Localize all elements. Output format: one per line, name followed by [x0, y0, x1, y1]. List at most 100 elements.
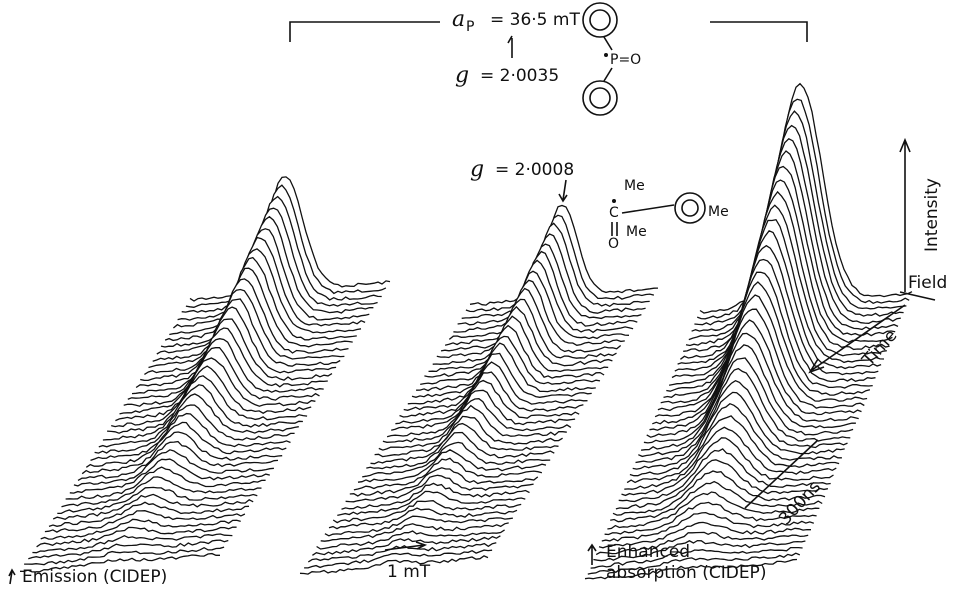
phenyl-ring: [582, 80, 618, 116]
spectrum-trace: [378, 404, 567, 451]
enhanced-label: absorption (CIDEP): [606, 563, 766, 583]
spectrum-trace: [696, 98, 910, 320]
spectrum-trace: [428, 298, 617, 373]
spectrum-trace: [107, 375, 308, 434]
coupling-symbol: a: [452, 7, 465, 32]
spectrum-trace: [28, 539, 229, 560]
g-symbol: g: [470, 157, 484, 182]
spectrum-trace: [448, 250, 638, 340]
spectrum-trace: [44, 510, 246, 533]
spectrum-trace: [660, 271, 873, 404]
spectrum-trace: [395, 371, 584, 425]
spectrum-trace: [185, 184, 387, 308]
arrow: [8, 568, 16, 585]
spectrum-trace: [131, 318, 333, 395]
spectrum-trace: [362, 441, 551, 478]
spectrum-trace: [52, 493, 254, 521]
spectrum-trace: [189, 176, 391, 302]
spectrum-trace: [411, 335, 601, 398]
spectrum-trace: [19, 552, 220, 573]
spectrum-trace: [638, 367, 851, 458]
spectrum-trace: [164, 236, 366, 342]
spectrum-trace: [312, 535, 501, 556]
spectrum-trace: [73, 449, 274, 487]
spectrum-trace: [453, 243, 642, 333]
spectrum-trace: [374, 415, 563, 458]
spectrum-trace: [324, 515, 513, 537]
spectrum-trace: [621, 437, 834, 497]
emission-label: Emission (CIDEP): [22, 567, 167, 587]
spectrum-trace: [685, 150, 899, 347]
spectrum-trace: [119, 346, 320, 415]
spectrum-trace: [420, 315, 609, 386]
spectrum-trace: [436, 279, 625, 359]
spectrum-trace: [432, 287, 622, 365]
spectrum-trace: [457, 233, 646, 326]
spectrum-trace: [612, 470, 826, 516]
coupling-subscript: P: [466, 19, 474, 35]
spectrum-trace: [601, 511, 815, 542]
spectrum-trace: [615, 459, 829, 510]
time-scale-bar: [744, 439, 819, 509]
phenyl-ring: [589, 87, 611, 109]
spectrum-trace: [156, 256, 357, 355]
methyl: Me: [626, 224, 647, 240]
spectrum-trace: [646, 332, 859, 438]
spectrum-trace: [590, 546, 803, 569]
spectrum-trace: [643, 344, 856, 444]
spectrum-trace: [144, 288, 345, 375]
spectrum-trace: [328, 507, 518, 530]
spectrum-trace: [440, 270, 630, 352]
spectrum-trace: [632, 391, 845, 470]
spectrum-trace: [584, 558, 798, 580]
spectrum-trace: [694, 110, 907, 326]
spectrum-trace: [40, 518, 241, 540]
spectra: [19, 82, 913, 591]
radical-dot: [604, 53, 608, 57]
coupling-value: = 36·5 mT: [490, 10, 580, 30]
g-value: = 2·0035: [480, 66, 559, 86]
spectrum-trace: [299, 555, 489, 575]
spectrum-trace: [403, 352, 592, 411]
spectrum-trace: [148, 278, 349, 369]
spectrum-trace: [386, 389, 576, 438]
spectrum-trace: [626, 415, 840, 484]
spectrum-trace: [357, 449, 547, 483]
spectrum-trace: [345, 474, 534, 503]
enhanced-label: Enhanced: [606, 542, 690, 562]
spectrum-trace: [349, 467, 539, 497]
spectrum-trace: [595, 531, 809, 556]
spectrum-trace: [366, 431, 555, 470]
intensity-label: Intensity: [922, 178, 942, 252]
spectrum-trace: [424, 305, 613, 378]
field-scale-label: 1 mT: [387, 562, 431, 582]
spectrum-trace: [587, 552, 801, 575]
spectrum-trace: [469, 204, 659, 306]
spectrum-trace: [607, 491, 820, 530]
spectrum-trace: [140, 298, 341, 382]
spectrum-trace: [657, 281, 871, 412]
trace-mask: [300, 555, 488, 591]
spectrum-trace: [332, 500, 522, 524]
spectrum-trace: [688, 138, 901, 341]
spectrum-trace: [407, 342, 596, 405]
carbon: C: [609, 205, 619, 221]
spectrum-trace: [152, 267, 353, 362]
spectrum-trace: [160, 248, 362, 348]
spectrum-trace: [444, 259, 634, 346]
spectrum-trace: [32, 533, 233, 554]
spectrum-trace: [683, 165, 896, 352]
spectrum-trace: [461, 222, 650, 319]
spectrum-trace: [57, 486, 258, 515]
spectrum-trace: [81, 431, 283, 475]
spectrum-trace: [177, 207, 378, 321]
phenyl-ring: [681, 199, 699, 217]
spectrum-trace: [61, 476, 262, 508]
spectrum-trace: [370, 422, 559, 465]
bond: [603, 36, 613, 82]
spectrum-trace: [181, 195, 382, 313]
spectrum-trace: [666, 244, 879, 392]
spectrum-trace: [77, 440, 279, 481]
spectrum-trace: [337, 490, 526, 517]
spectrum-trace: [649, 319, 862, 431]
